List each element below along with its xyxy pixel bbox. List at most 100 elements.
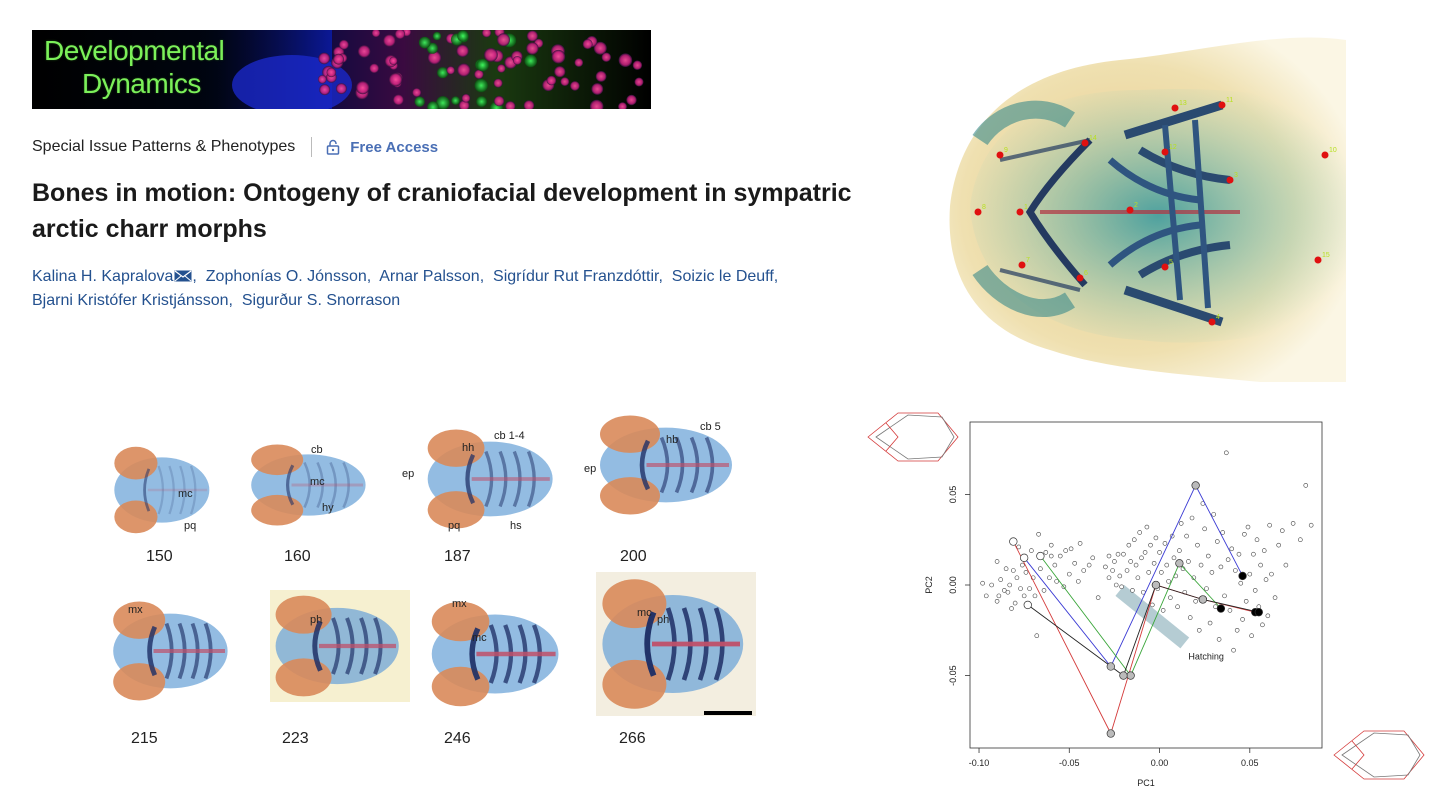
data-point	[1076, 579, 1081, 584]
data-point	[1251, 551, 1256, 557]
data-point	[1227, 608, 1233, 613]
landmark-point	[1171, 104, 1179, 112]
landmark-point	[1161, 263, 1169, 271]
shape-outline-right	[1333, 730, 1425, 780]
data-point	[1106, 575, 1112, 581]
data-point	[1261, 548, 1267, 553]
stage-label: 246	[444, 730, 471, 747]
data-point	[1216, 637, 1222, 642]
author-link[interactable]: Sigurður S. Snorrason	[241, 292, 401, 309]
article-meta-row: Special Issue Patterns & Phenotypes Free…	[32, 136, 438, 158]
author-list: Kalina H. Kapralova, Zophonías O. Jónsso…	[32, 268, 779, 309]
data-point	[1142, 550, 1148, 555]
data-point	[1195, 542, 1200, 548]
data-point	[1077, 541, 1083, 546]
data-point	[1048, 542, 1054, 548]
data-point	[1205, 553, 1211, 559]
data-point	[1168, 595, 1173, 600]
data-point	[1204, 586, 1209, 591]
data-point	[1139, 555, 1144, 561]
data-point	[1009, 606, 1014, 611]
x-tick-label: 0.05	[1241, 758, 1259, 768]
landmark-point	[1161, 148, 1169, 156]
data-point	[1238, 580, 1244, 586]
stage-label: 187	[444, 548, 471, 565]
structure-label: mx	[128, 604, 143, 616]
landmark-point	[1126, 206, 1134, 214]
landmark-point	[1018, 261, 1026, 269]
author-link[interactable]: Sigrídur Rut Franzdóttir	[493, 268, 659, 285]
structure-label: mx	[452, 598, 467, 610]
data-point	[1023, 570, 1029, 575]
trajectory-point	[1020, 553, 1029, 562]
landmark-number: 4	[1216, 314, 1220, 321]
data-point	[1263, 577, 1269, 582]
data-point	[1207, 620, 1213, 626]
data-point	[1249, 633, 1254, 639]
author-link[interactable]: Bjarni Kristófer Kristjánsson	[32, 292, 229, 309]
landmark-point	[1226, 176, 1234, 184]
hatching-band	[1115, 584, 1190, 649]
skull-stage-image	[251, 444, 366, 526]
section-label[interactable]: Special Issue Patterns & Phenotypes	[32, 138, 296, 155]
trajectory-point	[1175, 559, 1184, 568]
landmark-number: 5	[1169, 259, 1173, 266]
data-point	[1231, 647, 1236, 653]
data-point	[1178, 521, 1184, 526]
trajectory-point	[1106, 662, 1115, 671]
data-point	[1211, 512, 1216, 517]
author-link[interactable]: Arnar Palsson	[379, 268, 480, 285]
data-point	[1005, 589, 1011, 595]
landmark-number: 13	[1179, 100, 1187, 107]
landmark-point	[1076, 274, 1084, 282]
email-icon[interactable]	[174, 270, 192, 282]
trajectory-point	[1106, 729, 1115, 738]
trajectory-line-black	[1027, 584, 1259, 677]
journal-name-line2: Dynamics	[82, 68, 201, 99]
stage-label: 266	[619, 730, 646, 747]
data-point	[1283, 562, 1289, 568]
structure-label: hs	[510, 520, 522, 532]
data-point	[1043, 550, 1049, 555]
data-point	[1236, 551, 1242, 557]
author-link[interactable]: Zophonías O. Jónsson	[205, 268, 367, 285]
skull-stage-image	[270, 590, 410, 702]
data-point	[1162, 541, 1168, 546]
landmark-number: 9	[1004, 147, 1008, 154]
data-point	[1166, 579, 1171, 584]
data-point	[1029, 548, 1034, 553]
data-point	[1272, 595, 1278, 600]
data-point	[1066, 571, 1072, 577]
trajectory-line-green	[1040, 555, 1222, 677]
landmark-number: 15	[1322, 252, 1330, 259]
stage-label: 150	[146, 548, 173, 565]
author-link[interactable]: Kalina H. Kapralova	[32, 268, 174, 285]
data-point	[1153, 535, 1159, 541]
data-point	[1048, 553, 1054, 559]
structure-label: ph	[657, 614, 670, 626]
data-point	[1146, 570, 1152, 575]
data-point	[998, 577, 1003, 582]
landmark-point	[1016, 208, 1024, 216]
data-point	[1113, 582, 1119, 588]
data-point	[1133, 562, 1139, 568]
shape-outline-left	[867, 412, 959, 462]
author-link[interactable]: Soizic le Deuff	[671, 268, 774, 285]
structure-label: hh	[462, 442, 475, 454]
trajectory-point	[1126, 671, 1135, 680]
stage-label: 200	[620, 548, 647, 565]
data-point	[1157, 550, 1162, 555]
data-point	[1258, 562, 1263, 568]
data-point	[1243, 599, 1249, 604]
data-point	[1072, 560, 1077, 566]
plot-frame	[969, 421, 1323, 749]
journal-banner[interactable]: Developmental Dynamics	[32, 30, 651, 109]
landmark-number: 11	[1226, 97, 1233, 104]
data-point	[1218, 564, 1224, 570]
trajectory-point	[1009, 537, 1018, 546]
trajectory-point	[1191, 481, 1200, 490]
data-point	[1144, 524, 1150, 530]
landmark-number: 7	[1026, 257, 1030, 264]
data-point	[1209, 570, 1215, 575]
stage-label: 223	[282, 730, 309, 747]
